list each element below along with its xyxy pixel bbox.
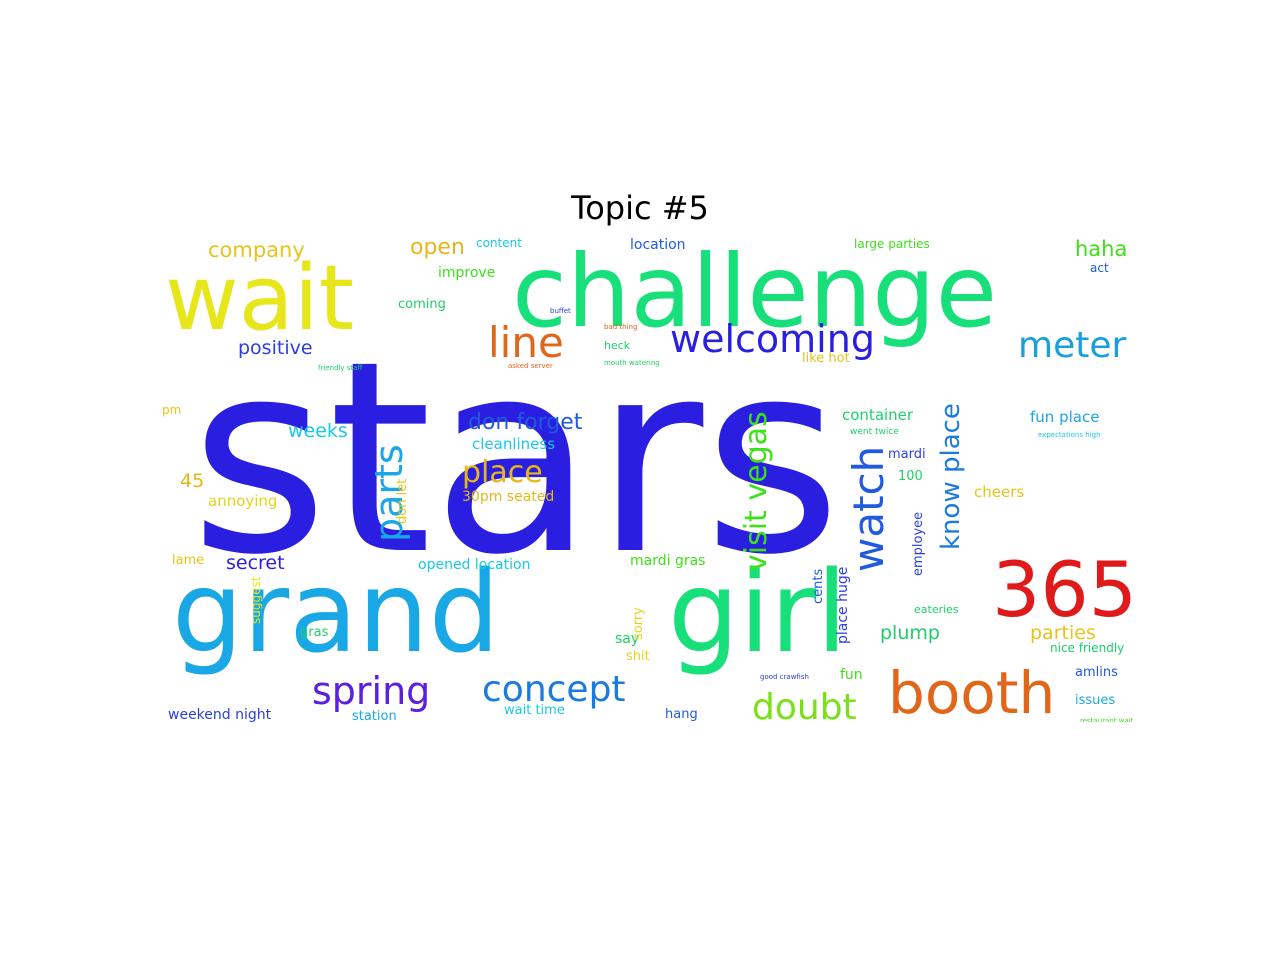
cloud-word: challenge [512, 233, 998, 350]
cloud-word: secret [226, 552, 285, 574]
cloud-word: nice friendly [1050, 641, 1125, 655]
cloud-word: 45 [180, 470, 205, 492]
cloud-word: employee [911, 511, 926, 576]
cloud-word: weekend night [168, 707, 272, 722]
cloud-word: parties [1030, 622, 1096, 644]
cloud-word: fun [840, 667, 863, 683]
cloud-word: haha [1075, 237, 1128, 261]
cloud-word: booth [888, 659, 1056, 722]
cloud-word: place huge [835, 566, 851, 644]
cloud-word: hang [665, 707, 698, 722]
cloud-word: annoying [208, 492, 278, 510]
cloud-word: bad thing [604, 323, 638, 331]
cloud-word: mouth watering [604, 359, 660, 367]
cloud-word: positive [238, 337, 313, 359]
cloud-word: open [410, 235, 465, 260]
cloud-word: line [488, 318, 564, 367]
cloud-word: 100 [898, 469, 923, 484]
cloud-word: grand [172, 548, 500, 678]
cloud-word: station [352, 709, 397, 722]
cloud-word: act [1090, 261, 1109, 275]
cloud-word: say [615, 631, 640, 647]
cloud-word: 30pm seated [462, 489, 555, 505]
word-cloud: stars challenge wait grand girl 365 boot… [160, 232, 1140, 722]
cloud-word: watch [844, 445, 893, 572]
cloud-word: spring [312, 669, 431, 713]
cloud-word: eateries [914, 603, 959, 616]
cloud-word: company [208, 238, 305, 262]
cloud-word: mardi gras [630, 553, 706, 569]
cloud-word: 365 [992, 545, 1138, 634]
cloud-word: friendly staff [318, 364, 363, 372]
cloud-word: wait [165, 246, 355, 351]
cloud-word: buffet [550, 307, 571, 315]
cloud-word: shit [626, 649, 650, 664]
cloud-word: went twice [850, 427, 899, 437]
cloud-word: stars [190, 305, 842, 613]
cloud-word: cleanliness [472, 435, 556, 453]
cloud-word: good crawfish [760, 673, 809, 681]
cloud-word: meter [1018, 325, 1127, 366]
cloud-word: container [842, 406, 914, 424]
cloud-word: lame [172, 553, 205, 568]
cloud-word: content [476, 236, 522, 250]
cloud-word: welcoming [670, 317, 875, 361]
cloud-word: fun place [1030, 408, 1100, 426]
cloud-word: place [462, 455, 543, 490]
cloud-word: weeks [288, 420, 348, 442]
cloud-word: improve [438, 265, 496, 281]
cloud-word: visit vegas [739, 411, 774, 572]
cloud-word: mardi [888, 447, 926, 462]
cloud-word: suggest [249, 576, 263, 624]
cloud-word: cheers [974, 483, 1025, 501]
cloud-word: don let [395, 478, 410, 524]
cloud-word: doubt [752, 687, 857, 723]
cloud-word: cents [811, 568, 826, 604]
cloud-word: wait time [504, 703, 565, 718]
chart-title: Topic #5 [571, 189, 709, 227]
cloud-word: concept [482, 669, 626, 710]
cloud-word: issues [1075, 693, 1116, 708]
cloud-word: know place [936, 403, 966, 550]
cloud-word: restaurant wait [1080, 717, 1134, 723]
cloud-word: don forget [468, 410, 583, 435]
cloud-word: heck [604, 339, 631, 352]
cloud-word: like hot [802, 351, 850, 366]
cloud-word: large parties [854, 237, 930, 251]
cloud-word: plump [880, 622, 940, 644]
cloud-word: asked server [508, 362, 553, 370]
cloud-word: pm [162, 403, 182, 417]
cloud-word: girl [668, 548, 848, 678]
cloud-word: location [630, 237, 686, 253]
cloud-word: opened location [418, 557, 531, 573]
cloud-word: amlins [1075, 665, 1118, 680]
cloud-word: sorry [631, 607, 646, 640]
cloud-word: expectations high [1038, 431, 1101, 439]
cloud-word: coming [398, 297, 446, 312]
cloud-word: gras [300, 625, 329, 640]
